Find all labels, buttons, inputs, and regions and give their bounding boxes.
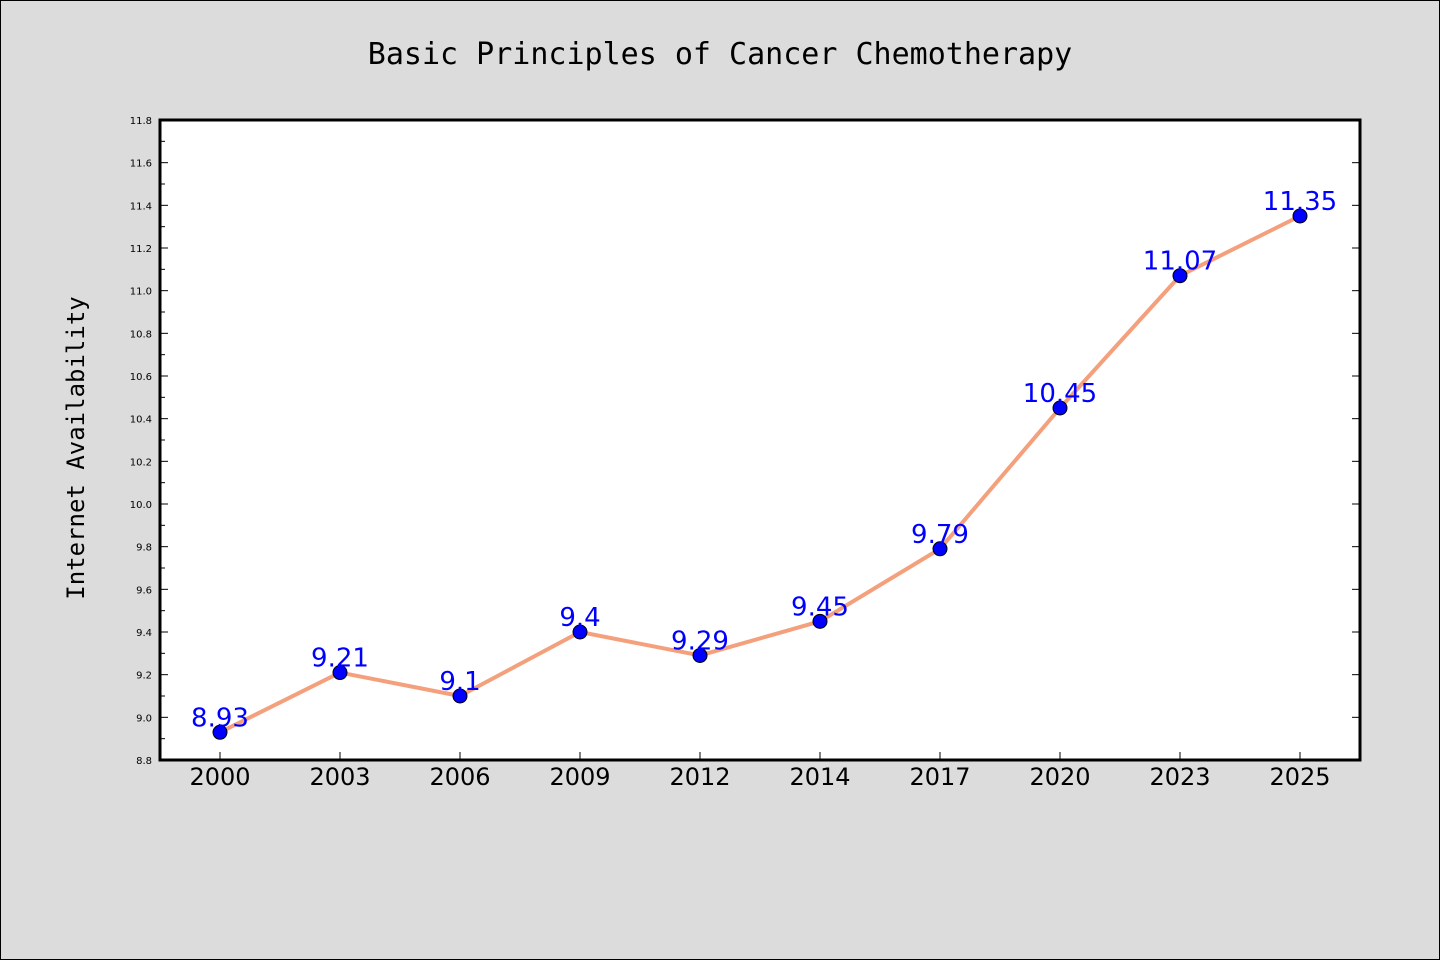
data-label: 9.45: [791, 592, 849, 622]
y-tick-label: 9.8: [136, 543, 152, 554]
y-tick-label: 8.8: [136, 756, 152, 767]
data-label: 11.07: [1143, 247, 1217, 277]
y-tick-label: 10.2: [130, 457, 152, 468]
y-tick-label: 10.4: [130, 415, 152, 426]
y-tick-label: 10.8: [130, 329, 152, 340]
x-tick-label: 2012: [669, 763, 730, 791]
data-label: 9.1: [439, 667, 480, 697]
x-tick-label: 2020: [1029, 763, 1090, 791]
y-tick-label: 11.6: [130, 159, 152, 170]
data-point: [932, 541, 948, 557]
x-tick-label: 2017: [909, 763, 970, 791]
x-tick-label: 2000: [189, 763, 250, 791]
y-tick-label: 9.0: [136, 713, 152, 724]
y-axis: 8.8 9.0 9.2 9.4 9.6 9.8 10.0 10.2 10.4 10.6 10.8 11…: [130, 116, 1360, 767]
data-point: [1172, 268, 1188, 284]
x-tick-label: 2009: [549, 763, 610, 791]
data-label: 9.79: [911, 520, 969, 550]
data-label: 10.45: [1023, 379, 1097, 409]
y-tick-label: 11.4: [130, 201, 152, 212]
data-point: [212, 724, 228, 740]
x-tick-label: 2023: [1149, 763, 1210, 791]
y-tick-label: 9.6: [136, 585, 152, 596]
data-point: [812, 613, 828, 629]
data-point: [572, 624, 588, 640]
y-tick-label: 9.2: [136, 671, 152, 682]
x-tick-label: 2003: [309, 763, 370, 791]
data-point: [452, 688, 468, 704]
x-tick-label: 2025: [1269, 763, 1330, 791]
data-point: [332, 665, 348, 681]
data-point: [692, 647, 708, 663]
data-label: 8.93: [191, 703, 249, 733]
x-tick-label: 2006: [429, 763, 490, 791]
data-point: [1292, 208, 1308, 224]
x-axis: 2000 2003 2006 2009 2012 2014 2017 2020 2023 2025: [189, 752, 1331, 791]
data-label: 9.21: [311, 644, 369, 674]
data-label: 9.4: [559, 603, 600, 633]
y-tick-label: 11.8: [130, 116, 152, 127]
y-tick-label: 10.0: [130, 500, 152, 511]
data-point: [1052, 400, 1068, 416]
data-label: 11.35: [1263, 187, 1337, 217]
data-label: 9.29: [671, 626, 729, 656]
series-group: 8.93 9.21 9.1 9.4 9.29 9.45 9.79 10.45 11.07 11.3…: [191, 187, 1337, 740]
y-tick-label: 10.6: [130, 372, 152, 383]
y-axis-label: Internet Availability: [62, 296, 90, 599]
y-tick-label: 11.0: [130, 287, 152, 298]
y-tick-label: 11.2: [130, 244, 152, 255]
chart-title: Basic Principles of Cancer Chemotherapy: [368, 37, 1072, 72]
x-tick-label: 2014: [789, 763, 850, 791]
y-tick-label: 9.4: [136, 628, 152, 639]
series-line: [218, 214, 1302, 735]
plot-area: [158, 118, 1362, 762]
